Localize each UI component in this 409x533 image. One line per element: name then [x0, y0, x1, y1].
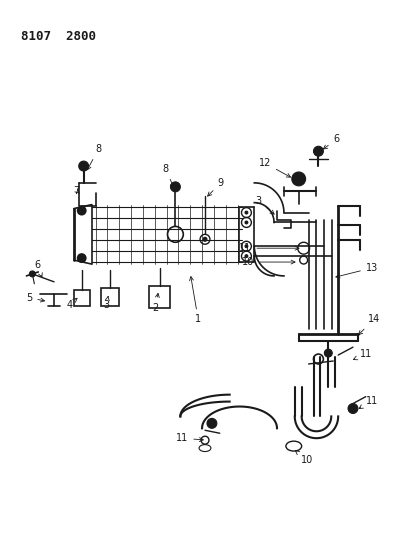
Text: 3: 3: [103, 296, 109, 310]
Circle shape: [207, 418, 216, 429]
Bar: [148, 286, 170, 308]
Text: 9: 9: [207, 178, 223, 196]
Circle shape: [76, 253, 86, 263]
Text: 11: 11: [353, 349, 371, 360]
Text: 10: 10: [241, 257, 294, 267]
Circle shape: [244, 244, 248, 248]
Bar: [74, 290, 90, 305]
Text: 6: 6: [323, 134, 339, 149]
Circle shape: [76, 206, 86, 215]
Circle shape: [313, 146, 323, 156]
Text: 11: 11: [175, 433, 203, 443]
Text: 3: 3: [254, 196, 274, 214]
Text: 1: 1: [189, 277, 201, 325]
Circle shape: [324, 349, 331, 357]
Circle shape: [79, 161, 88, 171]
Circle shape: [244, 221, 248, 224]
Text: 5: 5: [26, 293, 45, 303]
Circle shape: [170, 182, 180, 192]
Text: 12: 12: [258, 158, 290, 177]
Text: 7: 7: [73, 186, 79, 196]
Text: 8107  2800: 8107 2800: [20, 30, 95, 44]
Bar: [101, 288, 119, 305]
Circle shape: [244, 254, 248, 258]
Text: 8: 8: [162, 164, 173, 188]
Text: 6: 6: [34, 260, 42, 277]
Circle shape: [244, 211, 248, 215]
Text: 13: 13: [335, 263, 377, 278]
Text: 2: 2: [152, 293, 159, 312]
Circle shape: [29, 271, 35, 277]
Circle shape: [202, 237, 207, 241]
Text: 10: 10: [295, 450, 312, 465]
Text: 4: 4: [67, 298, 77, 310]
Circle shape: [291, 172, 305, 186]
Text: 11: 11: [358, 395, 377, 408]
Text: 8: 8: [87, 144, 101, 169]
Text: 14: 14: [358, 314, 379, 335]
Text: 11: 11: [238, 243, 298, 253]
Circle shape: [347, 403, 357, 414]
